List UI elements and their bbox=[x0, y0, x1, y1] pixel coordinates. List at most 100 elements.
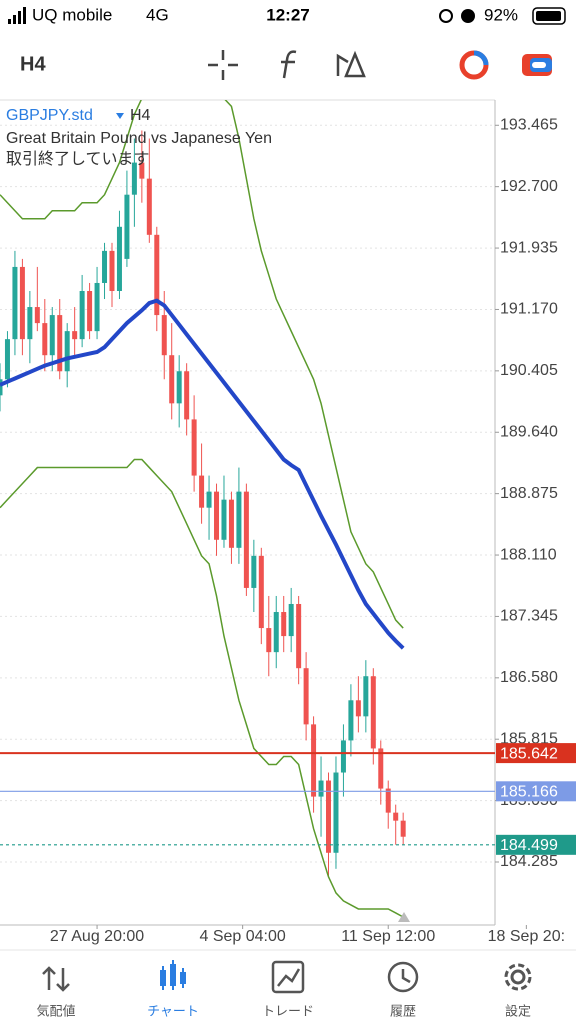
candle-body bbox=[169, 355, 175, 404]
candle-body bbox=[0, 379, 3, 396]
y-tick-label: 191.935 bbox=[500, 239, 558, 256]
x-tick-label: 27 Aug 20:00 bbox=[50, 928, 144, 945]
candle-body bbox=[64, 331, 70, 372]
price-label: 184.499 bbox=[500, 837, 558, 854]
clock: 12:27 bbox=[266, 5, 309, 24]
trade-button[interactable] bbox=[459, 50, 489, 80]
symbol-dropdown[interactable] bbox=[116, 113, 124, 119]
carrier: UQ mobile bbox=[32, 5, 112, 24]
price-label: 185.642 bbox=[500, 745, 558, 762]
candle-body bbox=[333, 772, 339, 853]
candle-body bbox=[266, 628, 272, 653]
candle-body bbox=[303, 668, 309, 725]
y-tick-label: 188.110 bbox=[500, 546, 557, 563]
market-status: 取引終了しています bbox=[6, 150, 150, 168]
y-tick-label: 192.700 bbox=[500, 178, 558, 195]
x-tick-label: 4 Sep 04:00 bbox=[199, 928, 285, 945]
alarm-icon bbox=[461, 9, 475, 23]
crosshair-button[interactable] bbox=[208, 50, 238, 80]
tab-label[interactable]: 気配値 bbox=[36, 1003, 75, 1018]
plot bbox=[0, 100, 406, 918]
candle-body bbox=[251, 555, 257, 588]
candle-body bbox=[318, 780, 324, 797]
x-tick-label: 11 Sep 12:00 bbox=[341, 928, 435, 945]
x-tick-label: 18 Sep 20: bbox=[488, 928, 565, 945]
indicator-button[interactable] bbox=[281, 50, 297, 79]
symbol[interactable]: GBPJPY.std bbox=[6, 107, 93, 124]
candle-body bbox=[154, 234, 160, 316]
tab-label[interactable]: トレード bbox=[262, 1003, 314, 1018]
tab-bar: 気配値 チャート トレード 履歴 設定 bbox=[36, 960, 532, 1018]
candle-body bbox=[4, 339, 10, 380]
candle-body bbox=[311, 724, 317, 797]
candle-body bbox=[393, 812, 399, 821]
candle-body bbox=[49, 315, 55, 356]
y-tick-label: 184.285 bbox=[500, 853, 558, 870]
indicator-line bbox=[0, 298, 405, 650]
y-tick-label: 186.580 bbox=[500, 669, 558, 686]
candle-body bbox=[184, 371, 190, 420]
network: 4G bbox=[146, 5, 169, 24]
battery-text: 92% bbox=[484, 5, 518, 24]
history-icon bbox=[387, 961, 419, 993]
candle-body bbox=[146, 178, 152, 235]
candle-body bbox=[400, 820, 406, 837]
tab-label[interactable]: チャート bbox=[147, 1003, 199, 1018]
tab-label[interactable]: 履歴 bbox=[390, 1003, 416, 1018]
y-tick-label: 193.465 bbox=[500, 116, 558, 133]
candle-body bbox=[176, 371, 182, 404]
battery-icon bbox=[532, 7, 566, 25]
candle-body bbox=[94, 282, 100, 332]
tab-label[interactable]: 設定 bbox=[505, 1003, 531, 1018]
y-tick-label: 188.875 bbox=[500, 485, 558, 502]
symbol-description: Great Britain Pound vs Japanese Yen bbox=[6, 130, 272, 147]
candle-body bbox=[19, 266, 25, 340]
candle-body bbox=[72, 331, 78, 340]
candle-body bbox=[206, 491, 212, 508]
indicator-line bbox=[0, 100, 404, 629]
price-label: 185.166 bbox=[500, 784, 558, 801]
settings-icon bbox=[504, 963, 532, 991]
signal bbox=[8, 7, 26, 24]
candle-body bbox=[258, 555, 264, 629]
candle-body bbox=[296, 603, 302, 669]
price-label-box bbox=[496, 834, 576, 855]
indicator-line bbox=[0, 458, 404, 918]
candle-body bbox=[191, 419, 197, 476]
scroll-marker[interactable] bbox=[398, 912, 410, 922]
lock-icon bbox=[439, 9, 453, 23]
price-label-box bbox=[496, 743, 576, 764]
candle-body bbox=[370, 676, 376, 749]
candle-body bbox=[161, 315, 167, 356]
candle-body bbox=[34, 307, 40, 324]
chart-timeframe: H4 bbox=[130, 107, 151, 124]
candle-body bbox=[27, 307, 33, 340]
axes: 193.465 192.700 191.935 191.170 190.405 189.6… bbox=[0, 116, 576, 945]
candle-body bbox=[42, 323, 48, 356]
candle-body bbox=[214, 491, 220, 540]
candle-body bbox=[228, 499, 234, 548]
candle-body bbox=[102, 250, 108, 283]
trade-icon bbox=[271, 960, 305, 994]
candle-body bbox=[273, 612, 279, 653]
candle-body bbox=[221, 499, 227, 540]
candle-body bbox=[131, 162, 137, 195]
candle-body bbox=[79, 291, 85, 340]
candle-body bbox=[355, 700, 361, 717]
candle-body bbox=[378, 748, 384, 789]
candle-body bbox=[288, 603, 294, 637]
candle-body bbox=[326, 780, 332, 853]
candle-body bbox=[340, 740, 346, 773]
candle-body bbox=[116, 226, 122, 292]
candle-body bbox=[236, 491, 242, 548]
account-button[interactable] bbox=[522, 54, 552, 76]
candle-body bbox=[199, 475, 205, 508]
candle-body bbox=[109, 250, 115, 292]
candle-body bbox=[385, 788, 391, 813]
timeframe-button[interactable]: H4 bbox=[20, 53, 46, 75]
candle-body bbox=[281, 612, 287, 637]
objects-button[interactable] bbox=[336, 50, 366, 78]
candle-body bbox=[139, 162, 145, 179]
y-tick-label: 187.345 bbox=[500, 608, 558, 625]
